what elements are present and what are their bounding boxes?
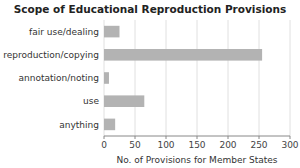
bar <box>104 72 109 84</box>
title: Scope of Educational Reproduction Provis… <box>14 3 286 15</box>
tick-label: 150 <box>188 140 205 150</box>
chart-svg: Scope of Educational Reproduction Provis… <box>0 0 300 168</box>
tick-label: 50 <box>129 140 141 150</box>
category-label: reproduction/copying <box>3 50 99 60</box>
category-label: fair use/dealing <box>29 27 99 37</box>
grid-line <box>290 20 291 136</box>
tick-label: 250 <box>250 140 267 150</box>
bar <box>104 119 115 131</box>
x-axis-line <box>104 136 290 137</box>
grid-line <box>197 20 198 136</box>
tick-label: 100 <box>157 140 174 150</box>
bars <box>104 26 262 130</box>
bar <box>104 95 144 107</box>
bar <box>104 26 120 38</box>
grid-line <box>135 20 136 136</box>
chart-container: Scope of Educational Reproduction Provis… <box>0 0 300 168</box>
tick-label: 200 <box>219 140 236 150</box>
category-label: anything <box>59 120 99 130</box>
bar <box>104 49 262 61</box>
category-label: use <box>83 96 99 106</box>
grid <box>104 20 290 136</box>
grid-line <box>259 20 260 136</box>
category-label: annotation/noting <box>19 73 99 83</box>
grid-line <box>228 20 229 136</box>
x-axis-label: No. of Provisions for Member States <box>116 155 277 165</box>
grid-line <box>166 20 167 136</box>
tick-label: 0 <box>101 140 107 150</box>
tick-label: 300 <box>281 140 298 150</box>
